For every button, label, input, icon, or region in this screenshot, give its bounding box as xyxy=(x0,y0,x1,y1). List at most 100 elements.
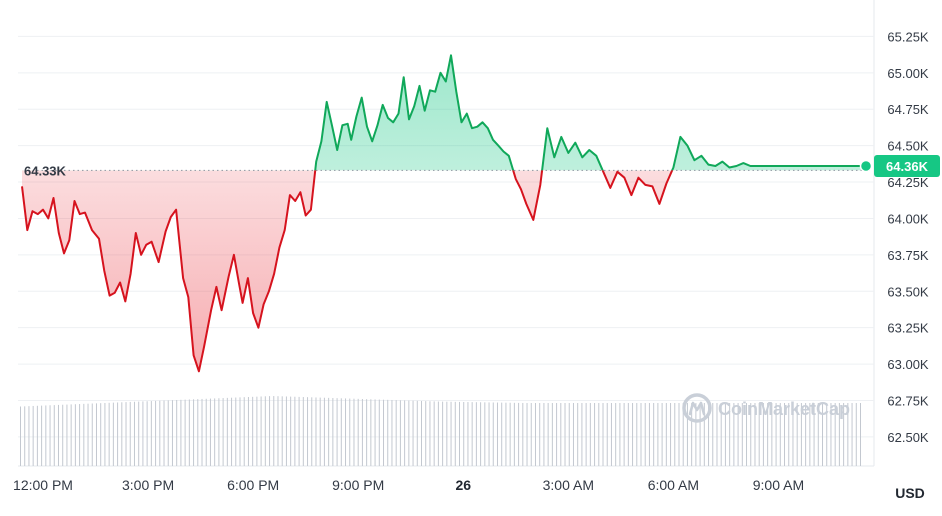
volume-bar xyxy=(784,403,786,466)
volume-bar xyxy=(91,403,93,466)
volume-bar xyxy=(843,403,845,466)
volume-bar xyxy=(159,400,161,466)
volume-bar xyxy=(150,401,152,466)
volume-bar xyxy=(518,402,520,466)
x-tick-label: 26 xyxy=(455,477,471,493)
volume-bar xyxy=(209,398,211,466)
volume-bar xyxy=(277,396,279,466)
volume-bar xyxy=(340,398,342,466)
volume-bar xyxy=(594,403,596,466)
volume-bar xyxy=(332,398,334,466)
volume-bar xyxy=(724,403,726,466)
volume-bar xyxy=(855,403,857,466)
volume-bar xyxy=(336,398,338,466)
volume-bar xyxy=(201,398,203,466)
area-fill-down xyxy=(22,170,866,372)
volume-bar xyxy=(395,400,397,466)
volume-bar xyxy=(463,401,465,466)
volume-bar xyxy=(480,402,482,466)
volume-bar xyxy=(796,403,798,466)
volume-bar xyxy=(674,403,676,466)
volume-bar xyxy=(133,401,135,466)
volume-bar xyxy=(307,397,309,466)
volume-bar xyxy=(610,403,612,466)
volume-bar xyxy=(180,399,182,466)
volume-bar xyxy=(315,397,317,466)
volume-bar xyxy=(526,403,528,466)
volume-bar xyxy=(653,403,655,466)
volume-bar xyxy=(813,403,815,466)
volume-bar xyxy=(163,400,165,466)
volume-bar xyxy=(467,402,469,466)
volume-bar xyxy=(501,402,503,466)
volume-bar xyxy=(167,400,169,466)
volume-bar xyxy=(328,397,330,466)
volume-bar xyxy=(429,401,431,466)
volume-bar xyxy=(247,397,249,466)
x-tick-label: 3:00 PM xyxy=(122,477,174,493)
y-tick-label: 64.25K xyxy=(887,175,929,190)
x-tick-label: 3:00 AM xyxy=(543,477,594,493)
volume-bar xyxy=(378,399,380,466)
volume-bar xyxy=(260,396,262,466)
volume-bar xyxy=(708,403,710,466)
volume-bar xyxy=(737,403,739,466)
y-tick-label: 63.25K xyxy=(887,321,929,336)
x-tick-label: 6:00 AM xyxy=(648,477,699,493)
volume-bar xyxy=(632,403,634,466)
volume-bar xyxy=(822,403,824,466)
volume-bar xyxy=(62,404,64,466)
y-tick-label: 65.25K xyxy=(887,29,929,44)
volume-bar xyxy=(349,398,351,466)
volume-bar xyxy=(623,403,625,466)
volume-bar xyxy=(758,403,760,466)
volume-bar xyxy=(87,403,89,466)
volume-bar xyxy=(488,402,490,466)
current-price-dot xyxy=(859,159,873,173)
volume-bar xyxy=(446,401,448,466)
y-axis: 62.50K 62.75K 63.00K 63.25K 63.50K 63.75K 64.0… xyxy=(887,29,929,444)
y-tick-label: 64.50K xyxy=(887,139,929,154)
volume-bar xyxy=(471,402,473,466)
volume-bar xyxy=(834,403,836,466)
volume-bar xyxy=(691,403,693,466)
volume-bar xyxy=(560,403,562,466)
volume-bar xyxy=(387,399,389,466)
volume-bar xyxy=(319,397,321,466)
y-tick-label: 62.75K xyxy=(887,393,929,408)
x-axis: 12:00 PM 3:00 PM 6:00 PM 9:00 PM 26 3:00 AM 6:… xyxy=(13,477,804,493)
volume-bar xyxy=(171,400,173,466)
volume-bar xyxy=(345,398,347,466)
volume-bar xyxy=(256,396,258,466)
volume-bar xyxy=(129,401,131,466)
volume-bar xyxy=(450,401,452,466)
volume-bar xyxy=(754,403,756,466)
volume-bar xyxy=(530,403,532,466)
grid-lines xyxy=(18,0,875,467)
volume-bar xyxy=(74,404,76,466)
volume-bar xyxy=(847,403,849,466)
volume-bar xyxy=(41,405,43,466)
volume-bar xyxy=(826,403,828,466)
volume-bar xyxy=(695,403,697,466)
volume-bar xyxy=(577,403,579,466)
volume-bar xyxy=(860,403,861,466)
volume-bar xyxy=(298,396,300,466)
volume-bar xyxy=(678,403,680,466)
area-fill-up xyxy=(315,55,866,171)
volume-bar xyxy=(366,399,368,466)
volume-bar xyxy=(729,403,731,466)
volume-bar xyxy=(686,403,688,466)
volume-bar xyxy=(534,403,536,466)
volume-bar xyxy=(357,398,359,466)
x-tick-label: 9:00 PM xyxy=(332,477,384,493)
volume-bar xyxy=(636,403,638,466)
volume-bar xyxy=(792,403,794,466)
price-line xyxy=(21,54,866,373)
current-price-indicator: 64.36K xyxy=(859,155,940,178)
volume-bar xyxy=(720,403,722,466)
volume-bar xyxy=(589,403,591,466)
y-tick-label: 65.00K xyxy=(887,66,929,81)
